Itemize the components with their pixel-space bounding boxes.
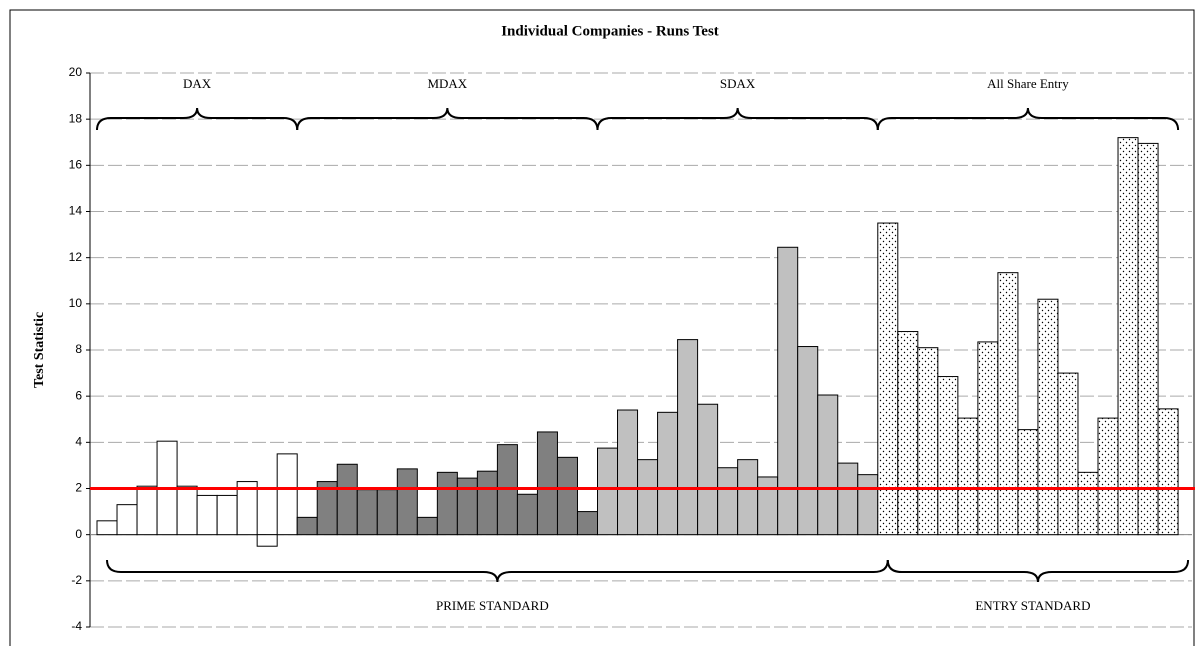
series-brace [876,107,1180,131]
bar [536,431,558,536]
bar [476,470,498,536]
y-tick-label: 12 [69,250,83,264]
y-axis-label: Test Statistic [32,312,47,388]
y-tick-label: 2 [75,481,82,495]
series-label: SDAX [720,76,756,91]
bar [396,468,418,536]
bar [897,331,919,536]
y-tick-label: 8 [75,342,82,356]
bar [356,489,378,536]
bar [136,485,158,536]
bar [1117,137,1139,536]
bar [336,463,358,536]
bar [516,493,538,536]
y-tick-label: 6 [75,388,82,402]
y-tick-label: 20 [69,65,83,79]
bar [556,456,578,536]
bar [1077,471,1099,536]
group-brace [106,559,889,583]
bar [717,467,739,536]
series-brace [596,107,879,131]
bar [196,494,218,536]
bar [597,447,619,536]
series-label: MDAX [427,76,467,91]
bar [296,516,318,536]
bar [436,471,458,536]
bar [416,516,438,536]
bar [637,459,659,536]
bar [236,481,258,536]
bar [1157,408,1179,536]
bar [256,534,278,547]
bar [1017,429,1039,536]
bar [1037,298,1059,536]
y-tick-label: 10 [69,296,83,310]
series-brace [296,107,599,131]
bar [96,520,118,536]
bar [977,341,999,536]
bar [817,394,839,536]
bar [456,477,478,536]
bar [797,346,819,536]
bar [837,462,859,536]
bar [997,272,1019,536]
series-label: DAX [183,76,212,91]
bar [1097,417,1119,536]
y-tick-label: 4 [75,435,82,449]
bar [216,494,238,536]
bar [957,417,979,536]
bar [1057,372,1079,536]
chart-title: Individual Companies - Runs Test [501,23,719,39]
group-label: ENTRY STANDARD [975,598,1090,613]
y-tick-label: -2 [71,573,82,587]
y-tick-label: 18 [69,111,83,125]
bar [657,411,679,536]
bar [937,376,959,536]
bar [376,489,398,536]
series-label: All Share Entry [987,76,1069,91]
group-brace [886,559,1190,583]
bar [777,246,799,536]
bar [176,485,198,536]
y-tick-label: 16 [69,158,83,172]
y-tick-label: 0 [75,527,82,541]
bar [857,474,879,536]
bar [737,459,759,536]
bar [1137,142,1159,536]
bar [276,453,298,536]
bar [617,409,639,536]
bar [576,511,598,536]
group-label: PRIME STANDARD [436,598,549,613]
y-tick-label: 14 [69,204,83,218]
bar [677,339,699,536]
bar [757,476,779,536]
bar [697,403,719,536]
frame [9,9,1195,646]
series-brace [96,107,299,131]
bar [917,347,939,536]
y-tick-label: -4 [71,619,82,633]
bar [116,504,138,536]
